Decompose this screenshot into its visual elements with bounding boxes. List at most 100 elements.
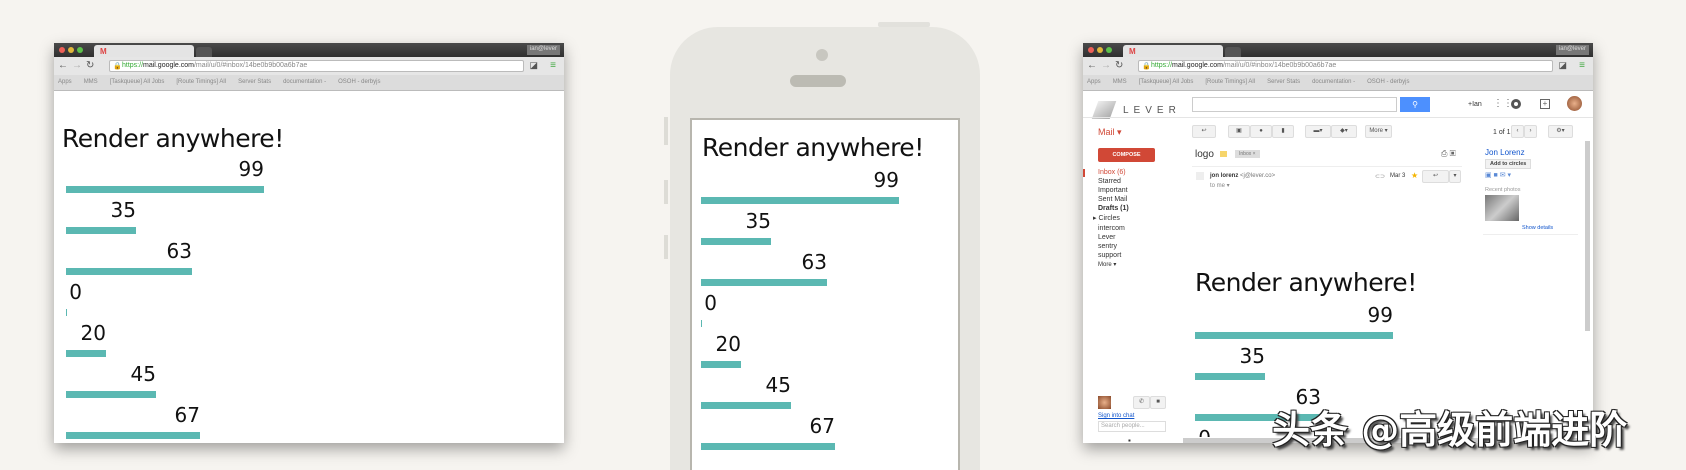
bookmark[interactable]: Apps [58,79,72,85]
mute-switch [664,117,668,145]
bookmark[interactable]: MMS [1112,79,1127,85]
new-tab-button[interactable] [196,47,212,57]
notifications-icon[interactable] [1511,99,1521,109]
bar-value-label: 63 [1295,385,1321,409]
back-to-inbox-button[interactable]: ↩ [1192,125,1216,138]
volume-up-button [664,180,668,204]
chat-avatar[interactable] [1098,396,1111,409]
profile-button[interactable]: ian@lever [1555,45,1589,55]
bar [701,279,827,286]
bookmark[interactable]: Apps [1087,79,1101,85]
print-icon[interactable]: ⎙ ▣ [1441,149,1456,158]
reload-icon[interactable]: ↻ [1115,60,1124,71]
back-icon[interactable]: ← [58,60,68,71]
show-details-link[interactable]: Show details [1522,225,1554,231]
hangouts-icon[interactable]: ▪ [1128,436,1131,443]
newer-button[interactable]: ‹ [1511,125,1524,138]
close-window-icon[interactable] [1088,47,1094,53]
nav-drafts[interactable]: Drafts (1) [1098,205,1129,212]
user-link[interactable]: +Ian [1468,101,1482,108]
bar [1195,414,1321,421]
bookmark[interactable]: [Route Timings] All [176,79,227,85]
apps-grid-icon[interactable]: ⋮⋮ [1493,98,1513,109]
menu-icon[interactable]: ≡ [550,60,556,71]
recent-photo-thumbnail[interactable] [1485,195,1519,221]
bookmark[interactable]: OSOH - derbyjs [1367,79,1410,85]
recipients-toggle[interactable]: to me ▾ [1210,183,1230,189]
labels-button[interactable]: ◆▾ [1331,125,1357,138]
nav-label-sentry[interactable]: sentry [1098,243,1118,250]
more-actions-button[interactable]: ▾ [1449,170,1461,183]
bar-value-label: 67 [174,403,200,427]
bookmark[interactable]: [Taskqueue] All Jobs [109,79,165,85]
nav-inbox[interactable]: Inbox (6) [1098,169,1126,176]
more-button[interactable]: More ▾ [1365,125,1392,138]
nav-important[interactable]: Important [1098,187,1128,194]
extension-icon[interactable]: ◪ [1558,60,1567,70]
inbox-label-tag[interactable]: Inbox × [1235,150,1260,158]
forward-icon[interactable]: → [72,60,82,71]
star-icon[interactable]: ★ [1411,171,1419,180]
move-to-button[interactable]: ▬▾ [1305,125,1331,138]
back-icon[interactable]: ← [1087,60,1097,71]
browser-tab[interactable]: M [1123,45,1223,57]
archive-button[interactable]: ▣ [1228,125,1250,138]
minimize-window-icon[interactable] [68,47,74,53]
contact-actions-icons[interactable]: ▣ ■ ✉ ▾ [1485,172,1512,179]
nav-label-support[interactable]: support [1098,252,1122,259]
nav-more[interactable]: More ▾ [1098,262,1117,268]
address-bar[interactable]: 🔒 https://mail.google.com/mail/u/0/#inbox… [109,60,524,72]
nav-label-intercom[interactable]: intercom [1098,225,1125,232]
reload-icon[interactable]: ↻ [86,60,95,71]
contact-name[interactable]: Jon Lorenz [1485,148,1525,157]
nav-circles[interactable]: ▸ Circles [1093,215,1120,222]
video-call-icon[interactable]: ■ [1150,396,1166,409]
vertical-scrollbar[interactable] [1585,141,1590,331]
extension-icon[interactable]: ◪ [529,60,538,70]
search-button[interactable]: ⚲ [1400,97,1430,112]
delete-button[interactable]: ▮ [1272,125,1294,138]
menu-icon[interactable]: ≡ [1579,60,1585,71]
maximize-window-icon[interactable] [1106,47,1112,53]
bar [701,361,741,368]
bar [701,402,791,409]
bar [1195,332,1393,339]
mail-search-input[interactable] [1192,97,1397,112]
reply-button[interactable]: ↩ [1422,170,1449,183]
horizontal-scrollbar[interactable] [1183,438,1583,443]
address-bar[interactable]: 🔒 https://mail.google.com/mail/u/0/#inbox… [1138,60,1553,72]
mail-menu[interactable]: Mail ▾ [1098,127,1122,137]
bookmark[interactable]: documentation - [1312,79,1356,85]
bookmark[interactable]: OSOH - derbyjs [338,79,381,85]
importance-marker-icon[interactable] [1220,151,1227,157]
bookmark[interactable]: [Route Timings] All [1205,79,1256,85]
bookmark[interactable]: Server Stats [238,79,272,85]
avatar[interactable] [1567,96,1582,111]
nav-label-lever[interactable]: Lever [1098,234,1116,241]
minimize-window-icon[interactable] [1097,47,1103,53]
bookmark[interactable]: MMS [83,79,98,85]
search-people-input[interactable]: Search people... [1098,421,1166,432]
close-window-icon[interactable] [59,47,65,53]
report-spam-button[interactable]: ● [1250,125,1272,138]
maximize-window-icon[interactable] [77,47,83,53]
profile-button[interactable]: ian@lever [526,45,560,55]
bookmark[interactable]: documentation - [283,79,327,85]
bookmark[interactable]: [Taskqueue] All Jobs [1138,79,1194,85]
desktop-browser-window: M ian@lever ← → ↻ 🔒 https://mail.google.c… [54,43,564,443]
bookmark[interactable]: Server Stats [1267,79,1301,85]
add-to-circles-button[interactable]: Add to circles [1485,159,1532,169]
bar-value-label: 45 [130,362,156,386]
compose-button[interactable]: COMPOSE [1098,148,1155,162]
settings-gear-icon[interactable]: ⚙▾ [1548,125,1573,138]
new-tab-button[interactable] [1225,47,1241,57]
older-button[interactable]: › [1524,125,1537,138]
forward-icon[interactable]: → [1101,60,1111,71]
nav-starred[interactable]: Starred [1098,178,1121,185]
sign-into-chat-link[interactable]: Sign into chat [1098,413,1135,419]
share-plus-icon[interactable]: + [1540,99,1550,109]
sender-avatar [1196,172,1204,180]
nav-sent[interactable]: Sent Mail [1098,196,1128,203]
phone-call-icon[interactable]: ✆ [1133,396,1150,409]
browser-tab[interactable]: M [94,45,194,57]
